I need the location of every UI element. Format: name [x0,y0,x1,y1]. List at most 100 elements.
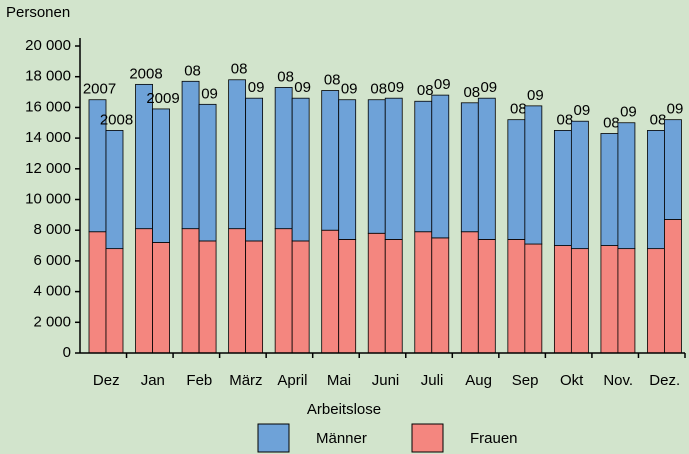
bar-label: 08 [510,101,527,118]
bar-segment [664,219,682,354]
bar-segment [88,231,107,354]
y-axis-title: Personen [6,4,70,21]
bar-segment [384,97,403,240]
x-tick-label: Sep [512,372,539,389]
bar-label: 2008 [100,111,133,128]
bar-label: 09 [434,76,451,93]
bar-label: 09 [667,101,684,118]
y-tick-label: 0 [63,344,71,361]
bar-segment [664,119,682,220]
bar-label: 08 [650,111,667,128]
bar-segment [570,120,589,250]
y-tick-label: 18 000 [25,68,71,85]
y-tick-label: 6 000 [33,252,71,269]
bar-segment [431,237,450,354]
legend-swatch [257,423,290,453]
bar-segment [570,248,589,354]
bar-segment [367,232,386,354]
y-tick-label: 8 000 [33,221,71,238]
bar-segment [617,248,636,354]
bar-segment [647,248,665,354]
bar-segment [321,90,340,231]
bar-segment [553,245,572,354]
x-tick-label: April [277,372,307,389]
bar-segment [477,97,496,240]
bar-segment [524,105,543,245]
bar-segment [228,228,247,354]
bar-label: 08 [231,61,248,78]
y-tick-label: 14 000 [25,129,71,146]
y-tick-label: 20 000 [25,37,71,54]
bar-segment [198,103,217,242]
x-tick-label: Aug [465,372,492,389]
bar-segment [617,122,636,250]
bar-segment [414,100,433,233]
bar-segment [460,231,479,354]
x-tick-label: Jan [141,372,165,389]
bar-segment [198,240,217,354]
bar-label: 08 [603,114,620,131]
bar-segment [384,239,403,354]
bar-segment [228,79,247,230]
y-tick-label: 10 000 [25,190,71,207]
x-axis-title: Arbeitslose [307,401,381,418]
bar-segment [291,240,310,354]
bar-segment [105,130,124,250]
bar-segment [507,239,526,354]
x-tick-label: März [229,372,262,389]
legend-label: Frauen [470,430,518,447]
bar-label: 08 [324,71,341,88]
bar-segment [105,248,124,354]
y-tick-label: 16 000 [25,98,71,115]
bar-segment [135,228,153,354]
bar-segment [181,80,200,230]
bar-segment [414,231,433,354]
bar-label: 09 [480,79,497,96]
bar-segment [291,97,310,242]
bar-label: 09 [294,79,311,96]
bar-segment [600,133,619,246]
x-tick-label: Mai [327,372,351,389]
legend-swatch [411,423,444,453]
x-tick-label: Nov. [603,372,633,389]
x-tick-label: Juli [421,372,444,389]
bar-label: 2008 [129,65,162,82]
bar-segment [152,242,170,354]
bar-label: 08 [463,84,480,101]
bar-label: 09 [387,79,404,96]
bar-segment [338,99,357,240]
bar-label: 09 [248,79,265,96]
bar-label: 2007 [83,81,116,98]
bar-label: 08 [184,62,201,79]
legend-label: Männer [316,430,367,447]
bar-segment [431,94,450,239]
bar-segment [524,243,543,354]
bar-label: 09 [574,102,591,119]
bar-label: 08 [370,81,387,98]
bar-segment [460,102,479,233]
bar-segment [647,130,665,250]
bar-segment [181,228,200,354]
x-tick-label: Okt [560,372,584,389]
y-tick-label: 4 000 [33,283,71,300]
bar-segment [245,240,264,354]
bar-label: 08 [557,111,574,128]
x-tick-label: Dez [93,372,120,389]
x-tick-label: Feb [186,372,212,389]
bar-segment [245,97,264,242]
x-tick-label: Juni [372,372,400,389]
bar-label: 2009 [146,90,179,107]
bar-segment [338,239,357,354]
bar-segment [152,108,170,243]
y-tick-label: 12 000 [25,160,71,177]
bar-label: 08 [277,68,294,85]
bar-label: 09 [341,81,358,98]
bar-label: 09 [620,104,637,121]
x-tick-label: Dez. [649,372,680,389]
bar-label: 08 [417,82,434,99]
bar-segment [477,239,496,354]
bar-label: 09 [201,85,218,102]
bar-label: 09 [527,87,544,104]
bar-segment [321,229,340,354]
